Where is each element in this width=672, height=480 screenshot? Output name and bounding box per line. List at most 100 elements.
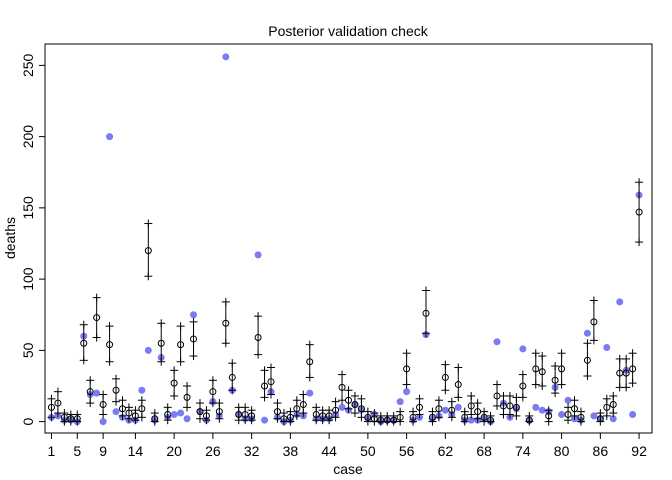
interval-cross — [396, 407, 405, 416]
posterior-mean-point — [332, 406, 340, 414]
posterior-mean-point — [345, 396, 352, 404]
interval-cross — [47, 394, 56, 403]
interval-cross — [202, 416, 211, 425]
posterior-mean-point — [435, 405, 443, 413]
posterior-mean-point — [144, 247, 152, 255]
x-axis: 1 5 9 14 20 26 32 38 44 50 56 62 68 74 80 86 92 — [48, 433, 647, 459]
posterior-mean-point — [416, 403, 424, 411]
interval-cross — [150, 417, 159, 426]
interval-cross — [421, 329, 430, 338]
observed-point — [396, 398, 404, 406]
interval-cross — [428, 407, 437, 416]
x-tick-label: 80 — [554, 443, 570, 459]
interval-cross — [402, 349, 411, 358]
y-tick-label: 200 — [20, 125, 36, 149]
interval-cross — [170, 366, 179, 375]
interval-cross — [305, 340, 314, 349]
interval-cross — [131, 416, 140, 425]
interval-cross — [325, 416, 334, 425]
interval-cross — [99, 410, 108, 419]
observed-point — [558, 410, 566, 418]
interval-cross — [325, 406, 334, 415]
interval-cross — [292, 396, 301, 405]
interval-cross — [460, 417, 469, 426]
x-tick-label: 74 — [515, 443, 531, 459]
plot-frame — [44, 43, 653, 434]
x-tick-label: 50 — [360, 443, 376, 459]
interval-cross — [247, 406, 256, 415]
interval-cross — [447, 413, 456, 422]
interval-cross — [260, 393, 269, 402]
posterior-mean-point — [571, 405, 579, 413]
interval-cross — [137, 396, 146, 405]
x-tick-label: 44 — [321, 443, 337, 459]
interval-cross — [460, 407, 469, 416]
posterior-mean-point — [112, 386, 120, 394]
interval-cross — [73, 410, 82, 419]
interval-cross — [79, 320, 88, 329]
posterior-mean-point — [467, 402, 475, 410]
posterior-mean-point — [196, 408, 204, 416]
interval-cross — [92, 333, 101, 342]
interval-cross — [112, 397, 121, 406]
y-axis-label: deaths — [2, 217, 18, 259]
interval-cross — [564, 416, 573, 425]
posterior-mean-point — [519, 382, 527, 390]
y-tick-label: 150 — [20, 196, 36, 220]
interval-cross — [576, 407, 585, 416]
posterior-mean-point — [54, 399, 62, 407]
observed-point — [583, 329, 591, 337]
posterior-mean-point — [80, 339, 88, 347]
interval-cross — [628, 379, 637, 388]
interval-cross — [112, 374, 121, 383]
interval-cross — [221, 297, 230, 306]
interval-cross — [635, 178, 644, 187]
posterior-mean-point — [441, 373, 449, 381]
interval-cross — [118, 411, 127, 420]
interval-cross — [357, 394, 366, 403]
interval-cross — [267, 363, 276, 372]
y-tick-label: 100 — [20, 267, 36, 291]
x-axis-label: case — [333, 461, 363, 477]
posterior-mean-point — [93, 314, 101, 322]
interval-cross — [396, 417, 405, 426]
interval-cross — [570, 396, 579, 405]
posterior-mean-point — [138, 405, 146, 413]
interval-cross — [518, 370, 527, 379]
interval-cross — [286, 417, 295, 426]
observed-point — [106, 133, 114, 141]
interval-cross — [254, 312, 263, 321]
posterior-mean-point — [338, 383, 346, 391]
interval-cross — [254, 350, 263, 359]
observed-point — [183, 415, 191, 423]
interval-cross — [583, 372, 592, 381]
x-tick-label: 20 — [166, 443, 182, 459]
observed-point — [564, 396, 572, 404]
interval-cross — [389, 411, 398, 420]
interval-cross — [350, 391, 359, 400]
interval-cross — [47, 413, 56, 422]
interval-cross — [189, 352, 198, 361]
data-marks — [47, 53, 644, 426]
interval-cross — [551, 362, 560, 371]
interval-cross — [105, 357, 114, 366]
observed-point — [144, 346, 152, 354]
observed-point — [93, 389, 101, 397]
interval-cross — [86, 399, 95, 408]
x-tick-label: 68 — [476, 443, 492, 459]
interval-cross — [635, 238, 644, 247]
posterior-mean-point — [86, 388, 94, 396]
posterior-mean-point — [118, 405, 126, 413]
interval-cross — [338, 370, 347, 379]
interval-cross — [331, 413, 340, 422]
x-tick-label: 86 — [593, 443, 609, 459]
interval-cross — [157, 319, 166, 328]
chart-title: Posterior validation check — [268, 23, 429, 39]
x-tick-label: 38 — [283, 443, 299, 459]
interval-cross — [622, 354, 631, 363]
x-tick-label: 56 — [399, 443, 415, 459]
interval-cross — [105, 322, 114, 331]
interval-cross — [505, 410, 514, 419]
interval-cross — [215, 399, 224, 408]
interval-cross — [228, 359, 237, 368]
